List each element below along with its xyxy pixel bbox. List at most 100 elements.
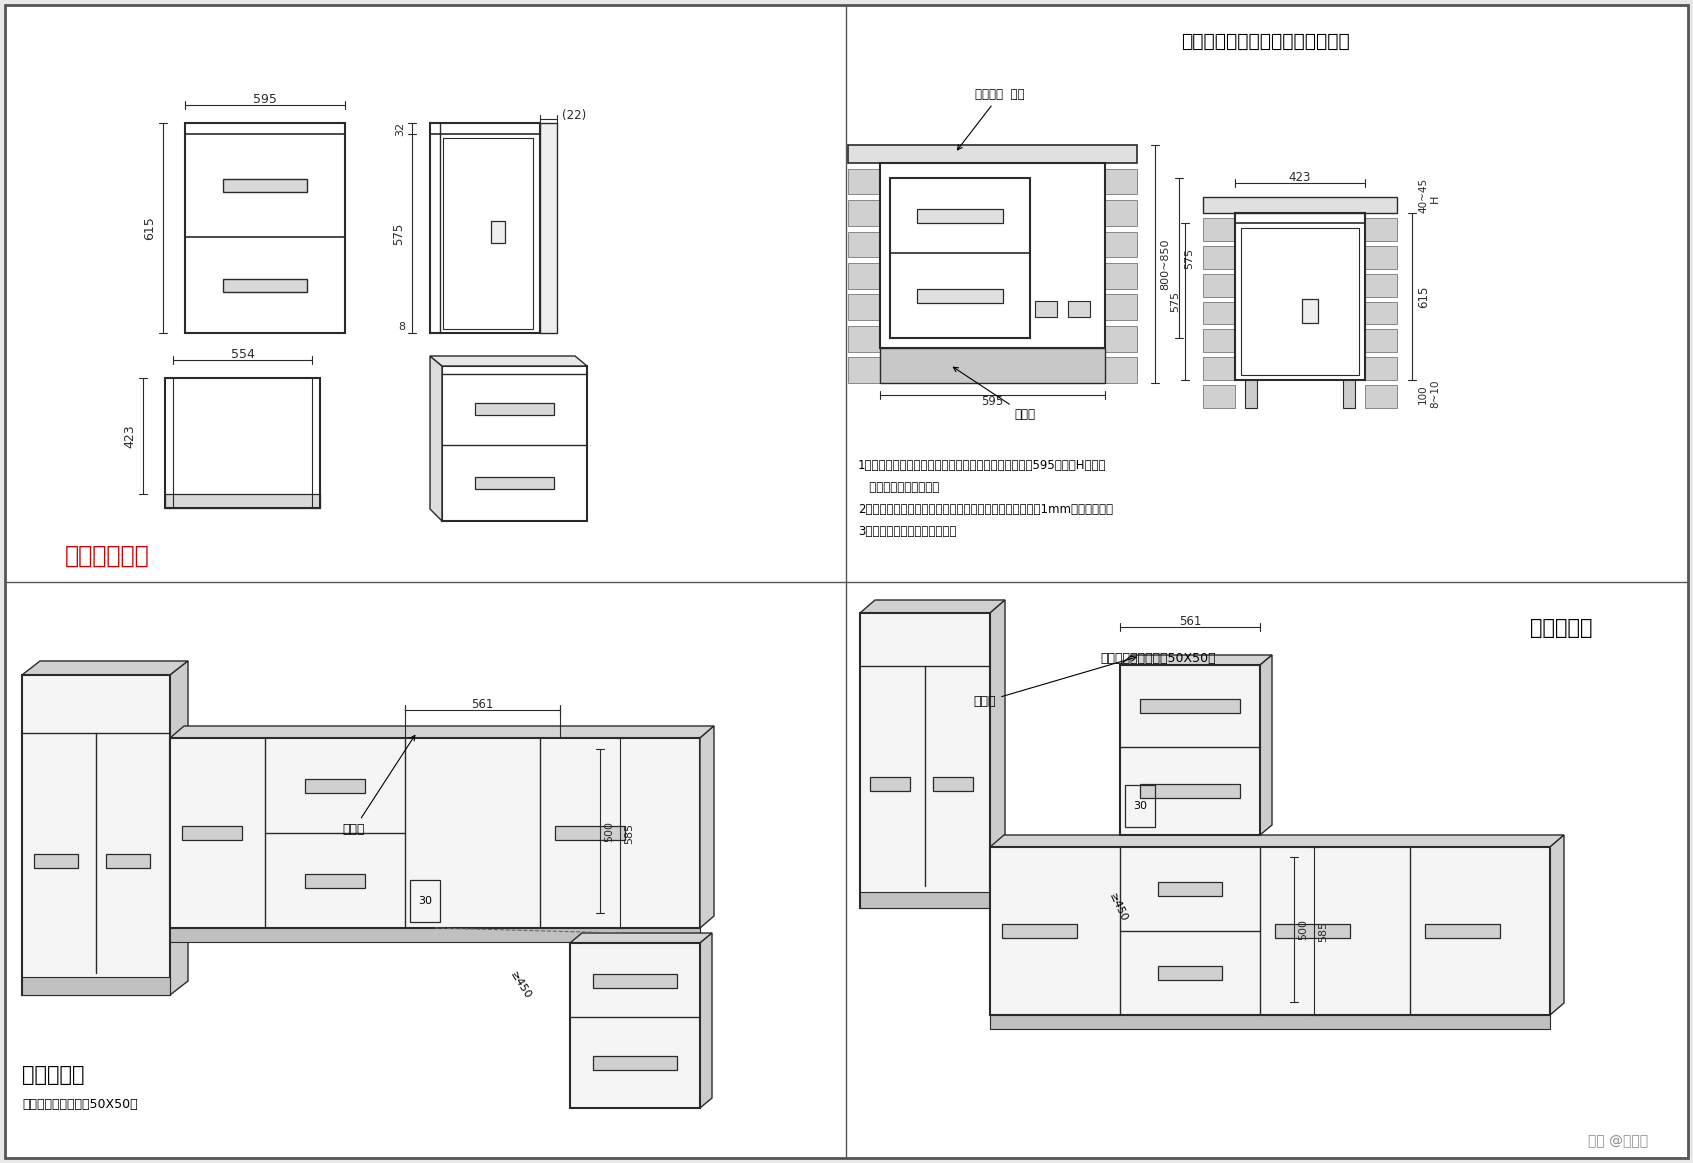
- Text: 575: 575: [1183, 248, 1194, 269]
- Polygon shape: [22, 661, 188, 675]
- Bar: [1426, 923, 1500, 939]
- Bar: [1002, 923, 1077, 939]
- Bar: [593, 1056, 677, 1070]
- Bar: [571, 943, 699, 1108]
- Text: 排气孔: 排气孔: [973, 656, 1136, 708]
- Text: 安装在中柜: 安装在中柜: [1530, 618, 1593, 638]
- Text: H: H: [1431, 195, 1441, 204]
- Bar: [164, 378, 320, 508]
- Bar: [1204, 245, 1234, 269]
- Bar: [870, 777, 911, 791]
- Bar: [1365, 217, 1397, 241]
- Text: 30: 30: [418, 896, 432, 906]
- Bar: [444, 138, 533, 329]
- Bar: [34, 854, 78, 868]
- Text: 423: 423: [1288, 171, 1310, 184]
- Text: 575: 575: [393, 222, 405, 244]
- Text: 561: 561: [1178, 614, 1202, 628]
- Bar: [164, 494, 320, 508]
- Bar: [1204, 385, 1234, 408]
- Bar: [848, 263, 880, 288]
- Bar: [1204, 273, 1234, 297]
- Bar: [990, 1015, 1551, 1029]
- Bar: [1106, 357, 1138, 383]
- Bar: [1106, 263, 1138, 288]
- Text: 30: 30: [1133, 801, 1146, 811]
- Polygon shape: [860, 600, 1006, 613]
- Bar: [442, 366, 587, 521]
- Text: 32: 32: [394, 121, 405, 136]
- Text: 585: 585: [625, 822, 633, 843]
- Bar: [1158, 966, 1222, 980]
- Polygon shape: [169, 726, 714, 739]
- Bar: [1244, 380, 1256, 408]
- Bar: [990, 847, 1551, 1015]
- Text: 际橱柜加工尺寸确定；: 际橱柜加工尺寸确定；: [858, 480, 940, 493]
- Bar: [169, 739, 699, 928]
- Polygon shape: [430, 356, 587, 366]
- Bar: [430, 123, 540, 333]
- Text: 615: 615: [1417, 285, 1431, 308]
- Bar: [1106, 326, 1138, 351]
- Text: 800~850: 800~850: [1160, 238, 1170, 290]
- Bar: [848, 294, 880, 320]
- Bar: [223, 279, 306, 292]
- Bar: [410, 880, 440, 922]
- Polygon shape: [1260, 655, 1271, 835]
- Text: 8~10: 8~10: [1431, 380, 1441, 408]
- Bar: [1365, 357, 1397, 380]
- Bar: [1234, 213, 1365, 380]
- Bar: [1106, 169, 1138, 194]
- Text: 40~45: 40~45: [1419, 178, 1427, 213]
- Polygon shape: [571, 933, 713, 943]
- Bar: [1204, 301, 1234, 324]
- Bar: [474, 404, 554, 415]
- Bar: [1343, 380, 1354, 408]
- Text: 554: 554: [230, 348, 254, 361]
- Bar: [1106, 294, 1138, 320]
- Bar: [305, 875, 366, 889]
- Bar: [860, 613, 990, 908]
- Text: 踢脚线: 踢脚线: [953, 368, 1036, 421]
- Polygon shape: [1551, 835, 1564, 1015]
- Bar: [183, 826, 242, 840]
- Text: 615: 615: [142, 216, 156, 240]
- Bar: [848, 200, 880, 226]
- Text: 消毒柜三视图: 消毒柜三视图: [64, 544, 149, 568]
- Bar: [555, 826, 625, 840]
- Bar: [223, 179, 306, 192]
- Polygon shape: [699, 933, 713, 1108]
- Bar: [491, 221, 505, 243]
- Bar: [107, 854, 151, 868]
- Text: (22): (22): [562, 108, 587, 121]
- Bar: [1365, 301, 1397, 324]
- Bar: [1365, 273, 1397, 297]
- Bar: [848, 145, 1138, 163]
- Bar: [1365, 385, 1397, 408]
- Polygon shape: [990, 600, 1006, 908]
- Bar: [1158, 882, 1222, 896]
- Bar: [1365, 245, 1397, 269]
- Bar: [916, 208, 1004, 222]
- Bar: [474, 477, 554, 488]
- Bar: [848, 169, 880, 194]
- Bar: [1106, 200, 1138, 226]
- Polygon shape: [430, 356, 442, 521]
- Bar: [1139, 699, 1241, 713]
- Text: ≥450: ≥450: [1107, 892, 1129, 923]
- Bar: [891, 178, 1029, 338]
- Polygon shape: [1121, 655, 1271, 665]
- Text: 上图中排气孔尺寸为50X50。: 上图中排气孔尺寸为50X50。: [22, 1099, 137, 1112]
- Text: 知乎 @地铁仔: 知乎 @地铁仔: [1588, 1134, 1647, 1148]
- Text: 575: 575: [1170, 291, 1180, 312]
- Bar: [848, 231, 880, 257]
- Text: 100: 100: [1419, 384, 1427, 404]
- Bar: [1365, 329, 1397, 352]
- Text: 500: 500: [1299, 919, 1309, 940]
- Bar: [848, 326, 880, 351]
- Bar: [880, 348, 1106, 383]
- Bar: [1204, 329, 1234, 352]
- Bar: [916, 288, 1004, 302]
- Polygon shape: [990, 835, 1564, 847]
- Bar: [305, 779, 366, 793]
